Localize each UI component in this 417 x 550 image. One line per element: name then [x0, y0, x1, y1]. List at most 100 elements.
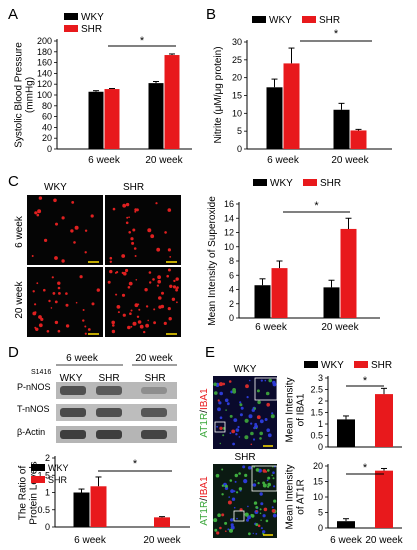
chart-d-protein-ratio: 0 0.5 1 1.5 2 The Ratio of Protein Levels 6 wee… — [18, 453, 190, 546]
bar-shr-6week — [283, 63, 300, 149]
signal-dot — [272, 471, 275, 475]
signal-dot — [236, 491, 239, 494]
signal-dot — [175, 288, 179, 292]
significance-star: * — [334, 28, 339, 40]
signal-dot — [242, 465, 246, 469]
y-axis-label: The Ratio of — [18, 466, 29, 521]
signal-dot — [219, 382, 223, 387]
signal-dot — [222, 382, 226, 386]
signal-dot — [176, 301, 178, 304]
signal-dot — [255, 510, 258, 513]
signal-dot — [125, 221, 129, 225]
signal-dot — [116, 305, 121, 309]
signal-dot — [253, 501, 258, 505]
signal-dot — [257, 524, 261, 528]
signal-dot — [239, 413, 243, 417]
y-axis-label: Mean Intensity — [285, 377, 296, 442]
signal-dot — [132, 321, 137, 326]
if-roi-box — [233, 510, 245, 522]
signal-dot — [54, 300, 58, 304]
signal-dot — [260, 379, 263, 382]
x-tick-label: 6 week — [330, 535, 363, 546]
signal-dot — [233, 490, 236, 493]
signal-dot — [57, 286, 61, 290]
y-tick-label: 20 — [232, 73, 242, 83]
signal-dot — [147, 228, 152, 233]
micro-image-wky-20week — [27, 267, 103, 337]
signal-dot — [65, 292, 68, 295]
bar-wky-6week — [337, 521, 355, 528]
signal-dot — [247, 505, 249, 508]
signal-dot — [259, 512, 262, 515]
legend-label: WKY — [48, 463, 69, 473]
signal-dot — [125, 268, 129, 273]
x-tick-label: 20 week — [321, 322, 359, 333]
signal-dot — [260, 420, 263, 422]
signal-dot — [156, 247, 161, 252]
signal-dot — [228, 380, 232, 383]
y-tick-label: 15 — [232, 91, 242, 101]
signal-dot — [250, 514, 255, 518]
bar-shr-20week — [340, 228, 357, 318]
y-tick-label: 10 — [224, 242, 234, 252]
blot-band — [96, 386, 122, 395]
legend-label: WKY — [269, 15, 292, 26]
signal-dot — [122, 203, 127, 208]
signal-dot — [221, 484, 225, 487]
signal-dot — [37, 209, 42, 214]
legend-swatch — [253, 179, 267, 186]
signal-dot — [257, 482, 260, 485]
bar-wky-20week — [323, 287, 340, 318]
signal-dot — [213, 382, 217, 387]
signal-dot — [262, 483, 267, 488]
y-tick-label: 1.5 — [37, 470, 50, 480]
signal-dot — [248, 379, 251, 382]
signal-dot — [112, 207, 116, 211]
signal-dot — [156, 284, 159, 287]
signal-dot — [244, 435, 249, 440]
signal-dot — [235, 433, 238, 436]
signal-dot — [38, 196, 43, 200]
signal-dot — [133, 247, 137, 250]
signal-dot — [248, 532, 251, 536]
y-tick-label: 25 — [232, 55, 242, 65]
panel-letter-c: C — [8, 173, 19, 190]
signal-dot — [65, 324, 70, 328]
superoxide-signal-dots — [31, 196, 179, 335]
signal-dot — [219, 391, 223, 396]
signal-dot — [224, 521, 228, 525]
signal-dot — [227, 528, 230, 531]
signal-dot — [161, 291, 164, 295]
signal-dot — [132, 228, 136, 232]
x-tick-label: 20 week — [331, 155, 369, 166]
signal-dot — [128, 231, 131, 234]
signal-dot — [144, 288, 148, 292]
signal-dot — [143, 330, 146, 334]
signal-dot — [246, 396, 249, 399]
signal-dot — [145, 305, 149, 308]
signal-dot — [38, 323, 43, 328]
y-tick-label: 15 — [313, 477, 323, 487]
micro-col-label-wky: WKY — [44, 182, 67, 193]
y-tick-label: 4 — [229, 285, 234, 295]
legend-label: WKY — [81, 12, 104, 23]
y-tick-label: 14 — [224, 213, 234, 223]
signal-dot — [58, 292, 61, 295]
signal-dot — [244, 418, 249, 423]
signal-dot — [259, 492, 263, 496]
signal-dot — [230, 518, 234, 522]
signal-dot — [222, 434, 225, 437]
significance-star: * — [363, 462, 368, 474]
signal-dot — [218, 401, 222, 405]
signal-dot — [70, 229, 74, 233]
signal-dot — [135, 279, 138, 281]
signal-dot — [46, 330, 50, 333]
y-tick-label: 10 — [313, 492, 323, 502]
signal-dot — [238, 487, 243, 491]
signal-dot — [121, 271, 125, 275]
signal-dot — [84, 332, 87, 335]
significance-star: * — [133, 458, 138, 470]
legend-swatch — [302, 16, 316, 23]
signal-dot — [167, 248, 171, 252]
